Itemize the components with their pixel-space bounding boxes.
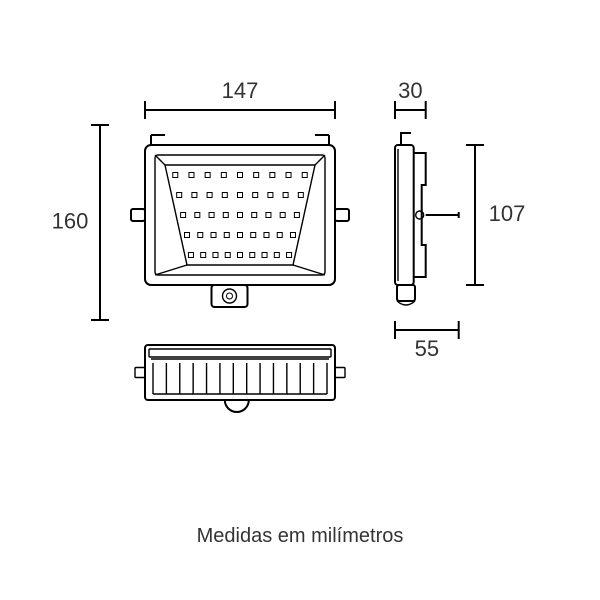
svg-text:147: 147 (222, 78, 259, 103)
caption-text: Medidas em milímetros (0, 525, 600, 548)
svg-text:160: 160 (52, 208, 89, 233)
svg-text:107: 107 (489, 201, 526, 226)
svg-text:30: 30 (398, 78, 422, 103)
technical-drawing: 147 160 30 107 55 (0, 0, 600, 600)
svg-text:55: 55 (415, 336, 439, 361)
